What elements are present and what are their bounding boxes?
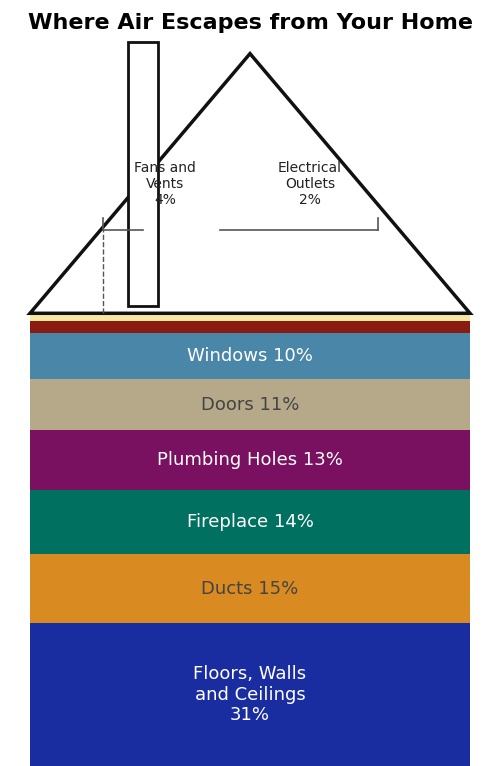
- Text: Fans and
Vents
4%: Fans and Vents 4%: [134, 161, 196, 207]
- Bar: [30, 379, 470, 430]
- Polygon shape: [30, 54, 470, 313]
- Text: Where Air Escapes from Your Home: Where Air Escapes from Your Home: [28, 13, 472, 33]
- Text: Windows 10%: Windows 10%: [187, 347, 313, 365]
- Bar: [30, 555, 470, 624]
- Text: Ducts 15%: Ducts 15%: [202, 580, 298, 597]
- Text: Plumbing Holes 13%: Plumbing Holes 13%: [157, 451, 343, 469]
- Text: Doors 11%: Doors 11%: [201, 395, 299, 414]
- Text: Electrical
Outlets
2%: Electrical Outlets 2%: [278, 161, 342, 207]
- Bar: [30, 489, 470, 555]
- Bar: [30, 313, 470, 321]
- Bar: [30, 321, 470, 333]
- Bar: [30, 333, 470, 379]
- Text: Fireplace 14%: Fireplace 14%: [186, 513, 314, 531]
- Bar: [30, 430, 470, 489]
- Bar: [30, 624, 470, 766]
- Bar: [128, 42, 158, 306]
- Text: Floors, Walls
and Ceilings
31%: Floors, Walls and Ceilings 31%: [194, 665, 306, 725]
